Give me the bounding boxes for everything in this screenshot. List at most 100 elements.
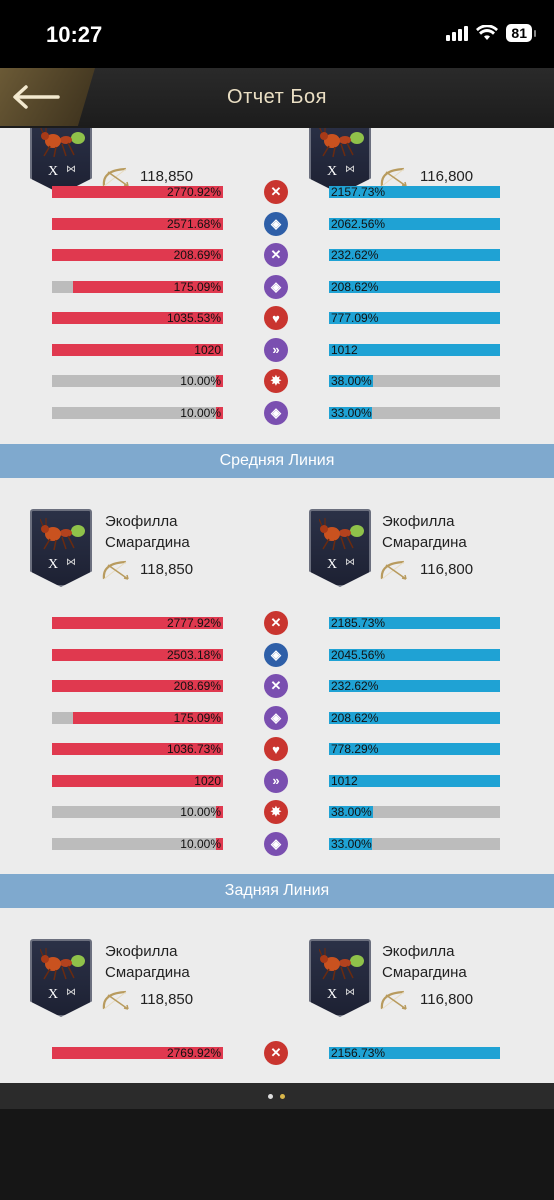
- wifi-icon: [476, 25, 499, 40]
- rank-label: X: [327, 987, 338, 1002]
- right-stat-fill: [329, 711, 500, 724]
- left-stat-bar: 1035.53%: [52, 311, 223, 325]
- right-stat-value: 2045.56%: [331, 647, 386, 662]
- bow-icon: [100, 559, 132, 583]
- page-indicator: [0, 1083, 554, 1109]
- right-stat-bar: 777.09%: [329, 311, 500, 325]
- right-stat-fill: [329, 375, 374, 387]
- right-stat-fill: [329, 774, 500, 787]
- hero-name-line: Экофилла: [105, 943, 178, 960]
- right-stat-fill: [329, 186, 500, 198]
- left-stat-fill: [216, 375, 223, 387]
- left-stat-bar: 208.69%: [52, 248, 223, 262]
- shield-icon: ◈: [264, 211, 288, 236]
- right-stat-bar: 2156.73%: [329, 1046, 500, 1060]
- section-header: Задняя Линия: [0, 874, 554, 908]
- right-stat-fill: [329, 249, 500, 261]
- right-stat-bar: 208.62%: [329, 710, 500, 725]
- left-stat-value: 10.00%: [180, 374, 221, 388]
- hero-name-line: Экофилла: [382, 513, 455, 530]
- left-stat-value: 1020: [194, 773, 221, 788]
- left-hero-portrait[interactable]: X ⋈: [30, 128, 92, 194]
- bow-mini-icon: ⋈: [66, 164, 76, 175]
- page-dot-2[interactable]: [280, 1094, 285, 1099]
- left-stat-value: 175.09%: [173, 279, 221, 294]
- right-stat-value: 208.62%: [331, 279, 379, 294]
- left-stat-fill: [52, 217, 223, 230]
- left-stat-value: 208.69%: [173, 679, 221, 693]
- left-stat-fill: [72, 280, 223, 293]
- left-stat-fill: [72, 711, 223, 724]
- shield-icon: ◈: [264, 705, 288, 730]
- speed-icon: »: [264, 337, 288, 362]
- battle-report-content[interactable]: X ⋈ 118,850 X ⋈ 116,800 2770.92% ✕ 2157.73% 2571.…: [0, 128, 554, 1083]
- left-hero-portrait[interactable]: X ⋈: [30, 939, 92, 1017]
- right-stat-value: 2156.73%: [331, 1046, 386, 1060]
- right-hero-portrait[interactable]: X ⋈: [309, 939, 371, 1017]
- right-stat-fill: [329, 312, 500, 324]
- right-stat-value: 208.62%: [331, 710, 379, 725]
- right-stat-bar: 2157.73%: [329, 185, 500, 199]
- right-stat-fill: [329, 837, 372, 850]
- right-stat-fill: [329, 406, 372, 419]
- swords-icon: ✕: [264, 1041, 288, 1065]
- hero-name-line: Смарагдина: [382, 534, 467, 551]
- right-stat-bar: 232.62%: [329, 679, 500, 693]
- bow-icon: [100, 989, 132, 1013]
- right-stat-fill: [329, 680, 500, 692]
- right-stat-bar: 33.00%: [329, 837, 500, 851]
- swords-icon: ✕: [264, 674, 288, 698]
- right-stat-fill: [329, 743, 500, 755]
- bow-icon: [378, 989, 410, 1013]
- right-stat-value: 33.00%: [331, 405, 372, 420]
- speed-icon: »: [264, 768, 288, 793]
- left-stat-fill: [216, 837, 223, 850]
- right-hero-portrait[interactable]: X ⋈: [309, 509, 371, 587]
- rank-label: X: [48, 557, 59, 572]
- left-stat-value: 1020: [194, 342, 221, 357]
- crit-icon: ✸: [264, 800, 288, 824]
- heart-icon: ♥: [264, 737, 288, 761]
- left-stat-value: 2777.92%: [166, 616, 221, 630]
- right-hero-name: Экофилла Смарагдина: [382, 511, 467, 553]
- bow-mini-icon: ⋈: [345, 164, 355, 175]
- footer: [0, 1083, 554, 1200]
- page-title: Отчет Боя: [227, 86, 327, 108]
- left-stat-value: 1035.53%: [166, 311, 221, 325]
- left-stat-fill: [52, 648, 223, 661]
- right-stat-value: 2185.73%: [331, 616, 386, 630]
- right-hero-name: Экофилла Смарагдина: [382, 941, 467, 983]
- swords-icon: ✕: [264, 611, 288, 635]
- swords-icon: ✕: [264, 180, 288, 204]
- rank-label: X: [48, 987, 59, 1002]
- right-stat-fill: [329, 280, 500, 293]
- page-dot-1[interactable]: [268, 1094, 273, 1099]
- swords-icon: ✕: [264, 243, 288, 267]
- left-stat-bar: 208.69%: [52, 679, 223, 693]
- left-stat-value: 2503.18%: [166, 647, 221, 662]
- bow-mini-icon: ⋈: [66, 987, 76, 998]
- right-hero-portrait[interactable]: X ⋈: [309, 128, 371, 194]
- rank-label: X: [327, 557, 338, 572]
- left-hero-portrait[interactable]: X ⋈: [30, 509, 92, 587]
- right-hero-power: 116,800: [420, 991, 474, 1008]
- right-stat-value: 2062.56%: [331, 216, 386, 231]
- left-stat-bar: 2777.92%: [52, 616, 223, 630]
- crit-icon: ✸: [264, 369, 288, 393]
- right-stat-fill: [329, 217, 500, 230]
- left-stat-fill: [52, 312, 223, 324]
- hero-name-line: Экофилла: [105, 513, 178, 530]
- left-stat-bar: 2571.68%: [52, 217, 223, 231]
- hero-name-line: Смарагдина: [105, 964, 190, 981]
- left-stat-fill: [52, 343, 223, 356]
- battery-icon: 81: [506, 24, 536, 42]
- left-stat-bar: 175.09%: [52, 711, 223, 725]
- right-stat-value: 1012: [331, 773, 358, 788]
- left-stat-bar: 1020: [52, 342, 223, 357]
- right-stat-bar: 38.00%: [329, 374, 500, 388]
- left-stat-bar: 2770.92%: [52, 185, 223, 199]
- cellular-signal-icon: [446, 25, 469, 41]
- right-stat-value: 1012: [331, 342, 358, 357]
- left-stat-bar: 10.00%: [52, 805, 223, 819]
- back-button[interactable]: [0, 68, 95, 126]
